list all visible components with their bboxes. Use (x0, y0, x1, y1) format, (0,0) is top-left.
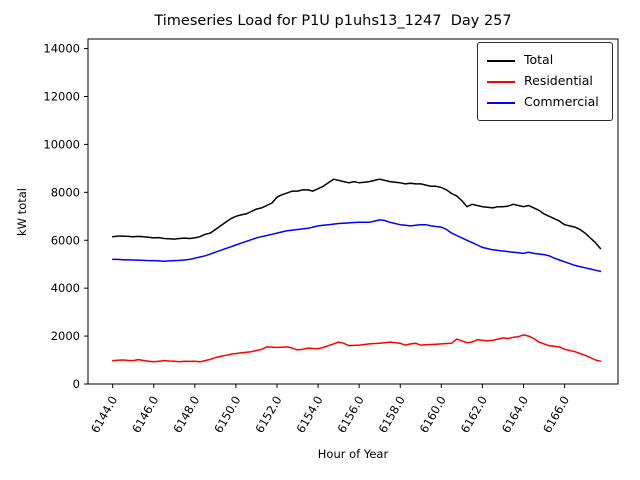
y-tick-label: 6000 (51, 233, 80, 247)
legend-item-residential: Residential (487, 71, 603, 92)
y-axis-label: kW total (15, 188, 29, 236)
y-tick-label: 14000 (43, 42, 80, 56)
legend-label-total: Total (524, 52, 554, 68)
legend-item-commercial: Commercial (487, 92, 603, 113)
series-line-residential (111, 334, 602, 363)
legend-line-swatch-residential (487, 80, 515, 83)
y-tick-label: 12000 (43, 90, 80, 104)
plot-border (87, 38, 619, 385)
y-tick-label: 8000 (51, 185, 80, 199)
y-tick-label: 0 (73, 377, 80, 391)
series-line-total (111, 178, 602, 250)
legend-line-swatch-commercial (487, 101, 515, 104)
x-axis-label: Hour of Year (317, 447, 389, 461)
legend-label-commercial: Commercial (524, 94, 599, 110)
y-tick-label: 4000 (51, 281, 80, 295)
legend-line-swatch-total (487, 59, 515, 62)
x-tick-label: 6146.0 (129, 394, 161, 436)
x-tick-label: 6144.0 (88, 394, 120, 436)
x-tick-label: 6166.0 (540, 394, 572, 436)
y-tick-label: 2000 (51, 329, 80, 343)
x-tick-label: 6162.0 (458, 393, 490, 435)
x-tick-label: 6148.0 (170, 394, 202, 436)
legend-item-total: Total (487, 50, 603, 71)
chart-title: Timeseries Load for P1U p1uhs13_1247 Day… (154, 13, 512, 29)
x-tick-label: 6152.0 (252, 394, 284, 436)
series-line-commercial (111, 219, 602, 273)
x-tick-label: 6164.0 (499, 394, 531, 436)
y-tick-label: 10000 (43, 137, 80, 151)
legend-label-residential: Residential (524, 73, 593, 89)
x-tick-label: 6160.0 (417, 394, 449, 436)
x-tick-label: 6158.0 (376, 394, 408, 436)
x-tick-label: 6154.0 (293, 394, 325, 436)
x-tick-label: 6150.0 (211, 394, 243, 436)
x-tick-label: 6156.0 (335, 394, 367, 436)
legend: Total Residential Commercial (477, 42, 613, 121)
